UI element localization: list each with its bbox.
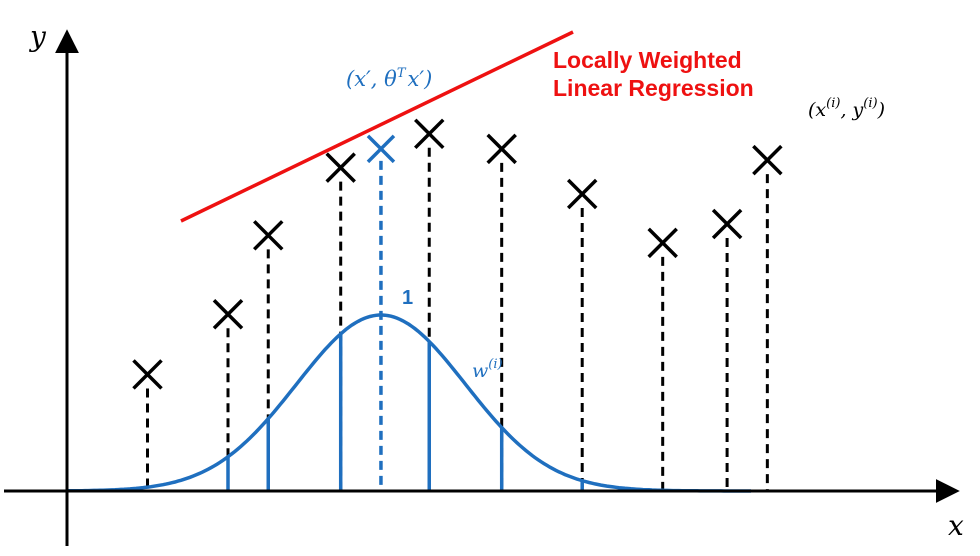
- data-point-9: [711, 208, 743, 240]
- weight-label-base: w: [472, 360, 488, 382]
- data-point-8-stroke-b: [647, 227, 678, 259]
- data-point-8: [647, 227, 678, 259]
- data-point-1-stroke-b: [132, 359, 163, 390]
- data-point-10: [752, 144, 783, 176]
- data-point-label: (x(i), y(i)): [808, 96, 885, 121]
- weight-curve: [67, 313, 751, 493]
- data-point-9-stroke-b: [711, 208, 743, 240]
- data-label-sup2: (i): [863, 96, 877, 111]
- data-label-close: ): [877, 99, 885, 121]
- title-line-2: Linear Regression: [553, 75, 754, 101]
- data-point-3-stroke-b: [253, 220, 284, 251]
- data-point-10-stroke-b: [752, 144, 783, 176]
- data-point-6: [486, 133, 517, 165]
- data-point-7-stroke-b: [566, 178, 598, 210]
- query-label-sup: T: [397, 66, 407, 81]
- data-point-3: [253, 220, 284, 251]
- data-label-mid: , y: [840, 99, 863, 121]
- weight-stems-group: [226, 333, 584, 491]
- y-axis-label: y: [28, 20, 47, 53]
- data-label-sup1: (i): [826, 96, 840, 111]
- weight-label-sup: (i): [488, 357, 502, 372]
- weight-label: w(i): [472, 357, 503, 382]
- x-axis-label: x: [948, 509, 964, 542]
- query-point-marker: [366, 134, 396, 164]
- peak-value-label: 1: [402, 287, 413, 309]
- query-point-cross-stroke-b: [366, 134, 396, 164]
- query-point-cross: [366, 134, 396, 164]
- query-point-label: (x′, θTx′): [346, 66, 432, 91]
- query-label-tail: x′): [407, 67, 432, 91]
- query-label-head: (x′, θ: [346, 67, 397, 91]
- data-point-2: [212, 299, 244, 330]
- data-point-2-stroke-b: [212, 299, 244, 330]
- regression-line: [180, 30, 574, 223]
- title-line-1: Locally Weighted: [553, 47, 742, 73]
- data-point-6-stroke-b: [486, 133, 517, 165]
- data-points-group: [132, 118, 783, 390]
- data-point-1: [132, 359, 163, 390]
- data-label-open: (x: [808, 99, 826, 121]
- data-point-5-stroke-b: [414, 118, 445, 150]
- data-point-4-stroke-b: [325, 152, 356, 183]
- data-point-5: [414, 118, 445, 150]
- data-stems-group: [146, 147, 769, 491]
- data-point-4: [325, 152, 356, 183]
- data-point-7: [566, 178, 598, 210]
